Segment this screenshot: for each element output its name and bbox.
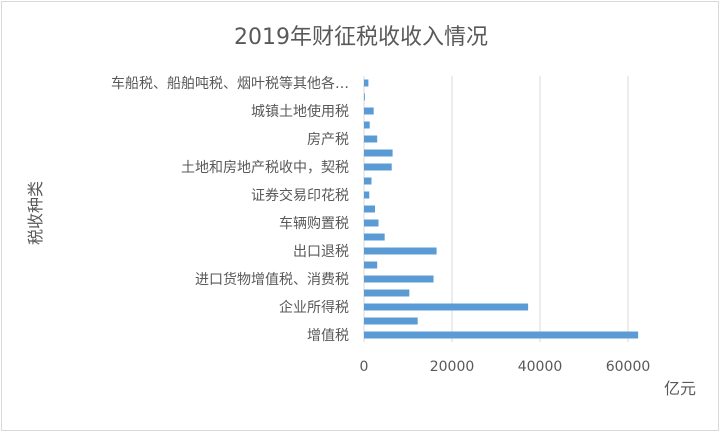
bar <box>364 219 379 227</box>
bars <box>364 79 639 339</box>
category-labels: 增值税 企业所得税 进口货物增值税、消费税 出口退税 车辆购置税 证券交易印花税 土地和房地… <box>111 75 349 344</box>
bar <box>364 275 434 283</box>
bar <box>364 79 369 87</box>
gridlines <box>363 76 629 342</box>
category-label: 房产税 <box>307 132 349 148</box>
category-label: 车辆购置税 <box>279 215 349 232</box>
category-label: 城镇土地使用税 <box>251 103 349 120</box>
category-label: 土地和房地产税收中，契税 <box>181 160 349 176</box>
category-label: 增值税 <box>307 328 349 344</box>
category-label: 证券交易印花税 <box>251 187 349 204</box>
bar <box>364 121 370 129</box>
x-tick-label: 40000 <box>518 359 563 375</box>
x-tick-label: 0 <box>360 359 369 375</box>
y-axis-title: 税收种类 <box>26 181 45 245</box>
x-tick-label: 60000 <box>606 359 651 375</box>
bar <box>364 191 370 199</box>
bar <box>364 247 437 255</box>
bar <box>364 177 372 185</box>
bar <box>364 93 365 101</box>
bar <box>364 331 639 339</box>
category-label: 企业所得税 <box>279 299 349 316</box>
category-label: 进口货物增值税、消费税 <box>195 271 349 288</box>
chart-title: 2019年财征税收收入情况 <box>234 25 488 50</box>
category-label: 车船税、船舶吨税、烟叶税等其他各… <box>111 75 349 92</box>
bar <box>364 289 410 297</box>
x-axis-title: 亿元 <box>664 379 696 398</box>
bar <box>364 233 385 241</box>
bar <box>364 163 392 171</box>
bar <box>364 317 418 325</box>
bar <box>364 205 375 213</box>
bar <box>364 303 529 311</box>
category-label: 出口退税 <box>293 244 349 260</box>
x-tick-labels: 0 20000 40000 60000 <box>360 359 651 375</box>
bar <box>364 261 378 269</box>
x-tick-label: 20000 <box>430 359 475 375</box>
bar <box>364 107 374 115</box>
bar <box>364 149 393 157</box>
bar <box>364 135 378 143</box>
